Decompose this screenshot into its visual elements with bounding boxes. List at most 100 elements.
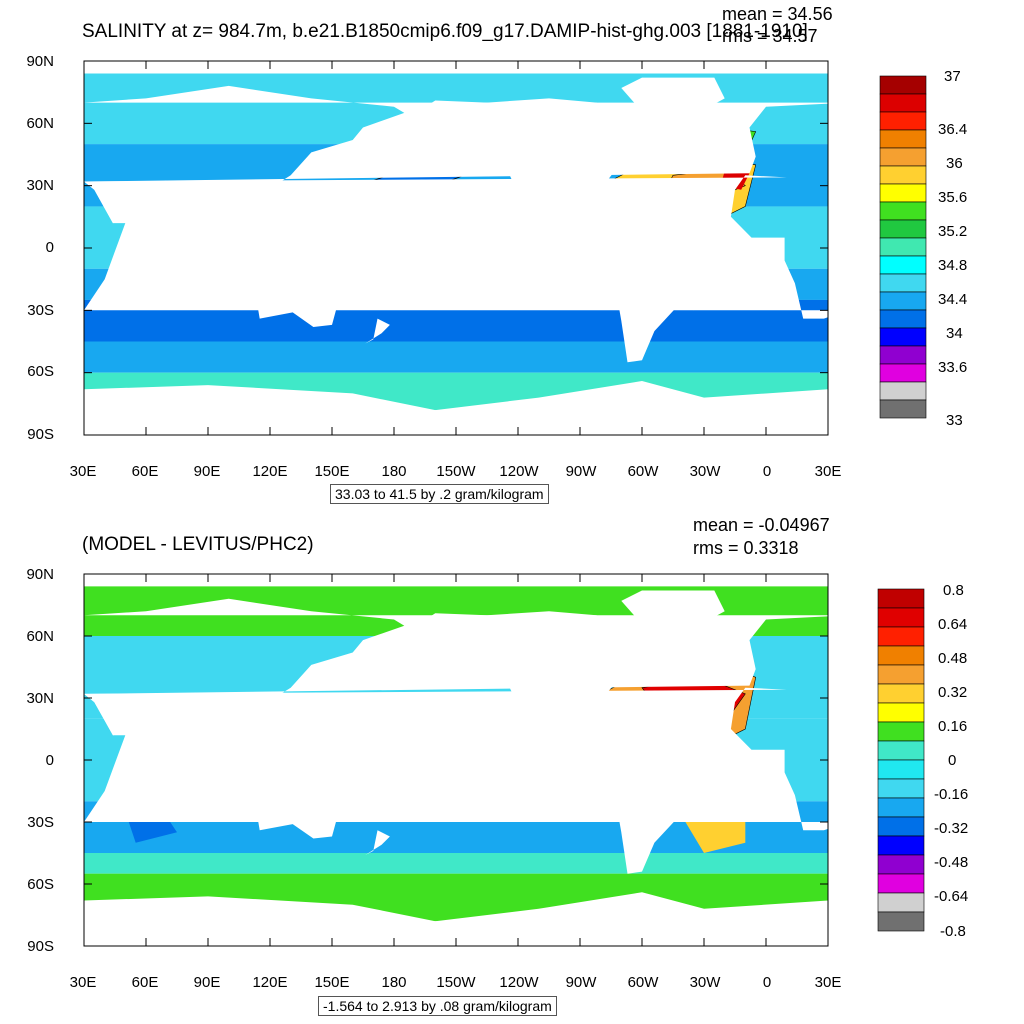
colorbar-label: 34.4 xyxy=(938,291,968,308)
y-tick-label: 0 xyxy=(45,752,54,769)
colorbar-swatch xyxy=(879,309,927,329)
colorbar-label: 0 xyxy=(948,752,957,769)
colorbar-swatch xyxy=(877,816,925,837)
panel1-map xyxy=(83,60,849,436)
x-tick-label: 90W xyxy=(565,974,597,991)
land-nz xyxy=(365,318,390,344)
x-tick-label: 30E xyxy=(69,463,97,480)
y-tick-label: 90N xyxy=(26,566,54,583)
colorbar-swatch xyxy=(877,778,925,799)
colorbar-swatch xyxy=(879,237,927,257)
x-tick-label: 30W xyxy=(689,463,721,480)
x-tick-label: 150W xyxy=(436,974,476,991)
land-africa xyxy=(84,175,849,319)
x-tick-label: 30E xyxy=(69,974,97,991)
land-eurasia xyxy=(84,85,849,236)
x-tick-label: 30E xyxy=(814,974,842,991)
colorbar-swatch xyxy=(877,702,925,723)
x-tick-label: 60E xyxy=(131,974,159,991)
colorbar-swatch xyxy=(879,345,927,365)
land-indo xyxy=(218,747,332,779)
x-tick-label: 120E xyxy=(252,974,288,991)
colorbar-swatch xyxy=(879,111,927,131)
y-tick-label: 30S xyxy=(27,814,54,831)
panel1-rms: rms = 34.57 xyxy=(722,26,818,46)
x-tick-label: 0 xyxy=(762,974,772,991)
colorbar-swatch xyxy=(877,873,925,894)
colorbar-label: 0.16 xyxy=(938,718,968,735)
colorbar-swatch xyxy=(877,835,925,856)
y-tick-label: 60S xyxy=(27,876,54,893)
colorbar-swatch xyxy=(877,664,925,685)
panel1-contour-info: 33.03 to 41.5 by .2 gram/kilogram xyxy=(330,484,549,504)
y-tick-label: 60S xyxy=(27,363,54,380)
x-tick-label: 60W xyxy=(627,974,659,991)
x-tick-label: 180 xyxy=(381,463,407,480)
land-africa xyxy=(84,687,849,831)
colorbar-swatch xyxy=(877,626,925,647)
x-tick-label: 60W xyxy=(627,463,659,480)
colorbar-swatch xyxy=(877,683,925,704)
colorbar-label: -0.48 xyxy=(934,854,969,871)
colorbar-label: -0.16 xyxy=(934,786,969,803)
y-tick-label: 30N xyxy=(26,177,54,194)
colorbar-swatch xyxy=(877,892,925,913)
ocean-band xyxy=(84,341,828,373)
land-australia xyxy=(255,782,339,839)
y-tick-label: 30N xyxy=(26,690,54,707)
y-tick-label: 0 xyxy=(45,239,54,256)
colorbar-label: 0.48 xyxy=(938,650,968,667)
colorbar-swatch xyxy=(877,911,925,932)
colorbar-label: 37 xyxy=(944,68,961,85)
panel1-title: SALINITY at z= 984.7m, b.e21.B1850cmip6.… xyxy=(82,21,808,42)
colorbar-swatch xyxy=(879,255,927,275)
colorbar-swatch xyxy=(879,291,927,311)
x-tick-label: 150E xyxy=(314,463,350,480)
colorbar-label: -0.32 xyxy=(934,820,969,837)
colorbar-label: 0.8 xyxy=(943,582,964,599)
x-tick-label: 30W xyxy=(689,974,721,991)
colorbar-swatch xyxy=(879,93,927,113)
colorbar-swatch xyxy=(879,75,927,95)
panel2-colorbar xyxy=(877,588,925,932)
x-tick-label: 90E xyxy=(193,974,221,991)
panel2-mean: mean = -0.04967 xyxy=(693,515,830,535)
colorbar-label: 33.6 xyxy=(938,359,968,376)
land-antarctica xyxy=(84,381,828,435)
land-eurasia xyxy=(84,598,849,748)
land-indo xyxy=(218,235,332,267)
land-nz xyxy=(365,830,390,856)
x-tick-label: 150E xyxy=(314,974,350,991)
colorbar-swatch xyxy=(877,740,925,761)
colorbar-label: -0.8 xyxy=(940,923,966,940)
colorbar-label: -0.64 xyxy=(934,888,969,905)
x-tick-label: 60E xyxy=(131,463,159,480)
ocean-band xyxy=(84,853,828,874)
colorbar-swatch xyxy=(879,399,927,419)
colorbar-label: 36.4 xyxy=(938,121,968,138)
colorbar-swatch xyxy=(877,588,925,609)
colorbar-label: 33 xyxy=(946,412,963,429)
colorbar-swatch xyxy=(877,645,925,666)
y-tick-label: 30S xyxy=(27,302,54,319)
colorbar-label: 35.6 xyxy=(938,189,968,206)
colorbar-swatch xyxy=(879,183,927,203)
x-tick-label: 0 xyxy=(762,463,772,480)
x-tick-label: 90W xyxy=(565,463,597,480)
colorbar-swatch xyxy=(877,607,925,628)
panel2-map xyxy=(83,573,849,947)
colorbar-swatch xyxy=(879,219,927,239)
colorbar-swatch xyxy=(877,797,925,818)
y-tick-label: 60N xyxy=(26,628,54,645)
y-tick-label: 90N xyxy=(26,53,54,70)
x-tick-label: 90E xyxy=(193,463,221,480)
panel1-mean: mean = 34.56 xyxy=(722,4,833,24)
colorbar-label: 36 xyxy=(946,155,963,172)
colorbar-swatch xyxy=(879,363,927,383)
y-tick-label: 90S xyxy=(27,938,54,955)
x-tick-label: 120W xyxy=(499,974,539,991)
panel2-rms: rms = 0.3318 xyxy=(693,538,799,558)
x-tick-label: 120E xyxy=(252,463,288,480)
colorbar-swatch xyxy=(879,273,927,293)
